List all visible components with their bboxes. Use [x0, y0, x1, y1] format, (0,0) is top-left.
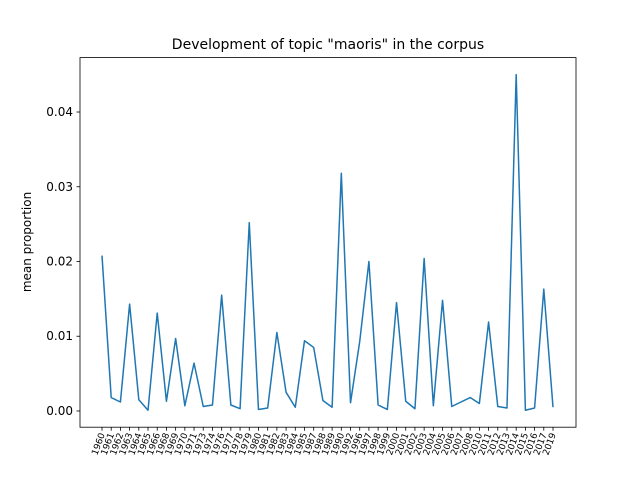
- plot-frame: [79, 57, 577, 428]
- y-tick-label: 0.04: [46, 105, 73, 119]
- y-tick-label: 0.03: [46, 180, 73, 194]
- y-tick-label: 0.01: [46, 329, 73, 343]
- y-tick-label: 0.00: [46, 404, 73, 418]
- y-axis-label: mean proportion: [20, 192, 34, 292]
- y-tick-label: 0.02: [46, 254, 73, 268]
- line-series: [101, 73, 554, 411]
- chart-title: Development of topic "maoris" in the cor…: [172, 37, 484, 53]
